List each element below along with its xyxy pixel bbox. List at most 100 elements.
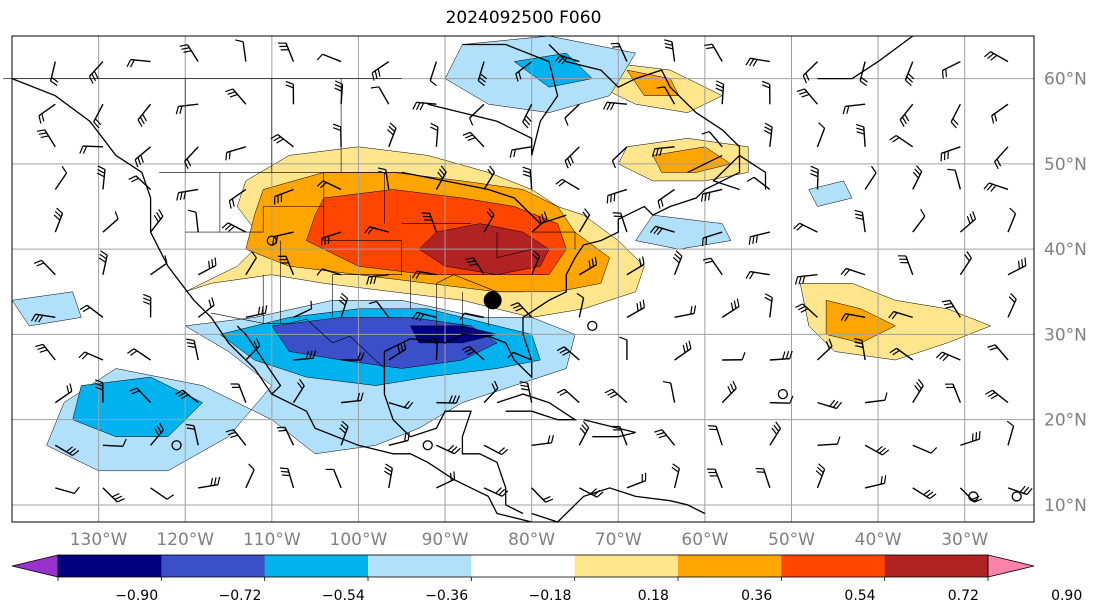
wind-barb-flag [879, 447, 886, 454]
wind-barb [512, 351, 532, 361]
wind-barb [378, 86, 390, 105]
wind-barb-flag [158, 209, 164, 217]
calm-wind-circle [587, 320, 598, 332]
wind-barb [564, 103, 580, 119]
wind-barb-flag [368, 300, 377, 305]
wind-barb-flag [333, 127, 341, 132]
wind-barb-flag [130, 350, 138, 356]
wind-barb-flag [987, 53, 995, 60]
colorbar-label: 0.36 [741, 588, 772, 604]
colorbar-bin [574, 555, 679, 577]
wind-barb-flag [51, 77, 59, 83]
wind-barb [55, 487, 75, 495]
wind-barb-flag [755, 234, 758, 244]
map-panel [3, 35, 1035, 523]
wind-barb-flag [522, 173, 531, 178]
wind-barb-flag [450, 472, 452, 481]
wind-barb-flag [935, 351, 943, 359]
wind-barb-flag [377, 167, 386, 171]
wind-barb-flag [79, 145, 84, 154]
wind-barb-flag [164, 255, 168, 264]
wind-barb-flag [227, 91, 236, 95]
wind-barb-flag [360, 392, 364, 401]
wind-barb-flag [397, 345, 401, 354]
wind-barb-flag [309, 350, 313, 359]
wind-barb-flag [116, 498, 125, 503]
wind-barb-flag [356, 352, 361, 361]
wind-barb-flag [366, 276, 370, 285]
wind-barb-flag [800, 308, 809, 313]
calm-wind-circle [1011, 491, 1022, 502]
wind-barb [54, 172, 68, 190]
wind-barb [753, 176, 771, 191]
wind-barb-flag [129, 387, 138, 392]
wind-barb-flag [859, 80, 868, 87]
wind-barb-flag [704, 43, 713, 47]
wind-barb [245, 257, 257, 276]
wind-barb-flag [356, 392, 361, 401]
wind-barb-flag [143, 293, 151, 298]
wind-barb-flag [547, 435, 551, 444]
wind-barb-flag [419, 102, 425, 111]
wind-barb-flag [569, 155, 574, 164]
wind-barb-flag [655, 148, 659, 157]
colorbar-extend-low [11, 554, 59, 578]
wind-barb-flag [453, 471, 456, 480]
wind-barb-flag [888, 311, 895, 319]
wind-barb-flag [639, 301, 642, 310]
wind-barb-flag [619, 336, 628, 341]
wind-barb-flag [884, 392, 888, 401]
wind-barb-flag [176, 192, 180, 201]
wind-barb [332, 469, 342, 489]
wind-barb-flag [741, 352, 746, 360]
wind-barb-flag [656, 86, 665, 89]
wind-barb-flag [606, 195, 609, 204]
wind-barb-flag [469, 117, 474, 126]
colorbar-extend-high [987, 554, 1035, 578]
wind-barb-flag [407, 401, 414, 409]
wind-barb-flag [701, 237, 704, 247]
wind-barb-flag [217, 476, 221, 485]
longitude-labels: 130°W 120°W 110°W 100°W 90°W 80°W 70°W 60°W 50°W… [70, 530, 989, 550]
wind-barb-flag [407, 432, 410, 441]
wind-barb-flag [700, 193, 704, 202]
wind-barb-flag [272, 236, 275, 245]
wind-barb-flag [510, 302, 519, 307]
colorbar-bin [884, 555, 989, 577]
wind-barb-flag [378, 170, 387, 174]
wind-barb-flag [1023, 486, 1030, 494]
calm-wind-circle [422, 440, 433, 451]
wind-barb-flag [519, 381, 528, 384]
wind-barb-flag [840, 313, 846, 321]
wind-barb-flag [564, 117, 569, 126]
wind-barb [469, 103, 485, 119]
wind-barb [150, 262, 168, 276]
latitude-label: 20°N [1044, 411, 1087, 431]
wind-barb-flag [74, 486, 80, 494]
wind-barb-flag [810, 172, 819, 178]
wind-barb-flag [461, 345, 470, 351]
wind-barb-flag [312, 350, 317, 359]
wind-barb-flag [854, 341, 863, 345]
wind-barb-flag [994, 161, 999, 170]
wind-barb-flag [593, 489, 601, 496]
wind-barb-flag [522, 166, 531, 171]
wind-barb-flag [818, 122, 825, 129]
wind-barb-flag [733, 300, 737, 309]
wind-barb-flag [520, 384, 529, 388]
wind-barb-flag [825, 341, 830, 350]
wind-barb-flag [654, 429, 663, 433]
wind-barb-flag [100, 250, 108, 256]
wind-barb-flag [966, 251, 972, 259]
state-border [185, 206, 402, 318]
wind-barb-flag [674, 253, 681, 260]
wind-barb-flag [796, 224, 804, 231]
wind-barb-flag [732, 380, 737, 389]
wind-barb [864, 172, 877, 190]
wind-barb-flag [96, 172, 105, 178]
wind-barb-flag [385, 463, 393, 469]
wind-barb-flag [761, 80, 770, 85]
wind-barb-flag [364, 226, 370, 234]
wind-barb-flag [498, 488, 506, 496]
wind-barb-flag [54, 210, 62, 218]
